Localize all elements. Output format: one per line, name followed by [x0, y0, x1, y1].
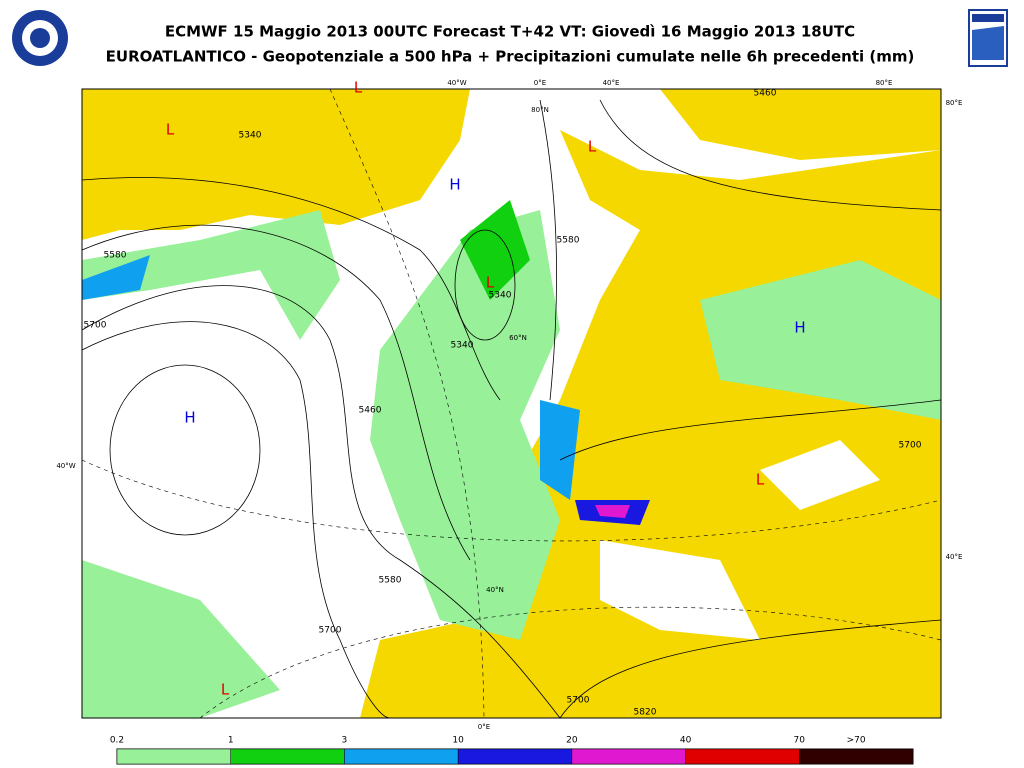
grid-label: 40°W	[56, 462, 75, 470]
pressure-center: H	[449, 176, 460, 194]
grid-label: 40°E	[946, 553, 963, 561]
legend-swatch	[685, 748, 800, 765]
contour-label: 5340	[451, 341, 474, 351]
contour-label: 5460	[359, 406, 382, 416]
legend-label: 70	[794, 736, 806, 746]
legend-label: 20	[566, 736, 578, 746]
contour-label: 5700	[567, 696, 590, 706]
legend-swatch	[230, 748, 345, 765]
legend-label: 3	[342, 736, 348, 746]
contour-label: 5580	[379, 576, 402, 586]
logo-left	[12, 10, 68, 66]
contour-label: 5580	[557, 236, 580, 246]
legend-swatch	[457, 748, 573, 765]
logo-right	[968, 9, 1008, 67]
grid-label: 80°N	[531, 106, 549, 114]
grid-label: 40°E	[603, 79, 620, 87]
contour-label: 5700	[899, 441, 922, 451]
contour-label: 5340	[489, 291, 512, 301]
title-line-1: ECMWF 15 Maggio 2013 00UTC Forecast T+42…	[165, 23, 855, 41]
title-line-2: EUROATLANTICO - Geopotenziale a 500 hPa …	[106, 48, 915, 66]
grid-label: 80°E	[876, 79, 893, 87]
legend-label: 1	[228, 736, 234, 746]
pressure-center: L	[221, 681, 230, 699]
contour-label: 5700	[319, 626, 342, 636]
legend-swatch	[571, 748, 686, 765]
legend-swatch	[116, 748, 231, 765]
pressure-center: L	[486, 274, 495, 292]
pressure-center: H	[794, 319, 805, 337]
legend-label: >70	[847, 736, 866, 746]
map-area	[81, 88, 942, 719]
grid-label: 0°E	[478, 723, 490, 731]
legend-swatch	[799, 748, 914, 765]
legend-label: 10	[452, 736, 464, 746]
contour-label: 5580	[104, 251, 127, 261]
pressure-center: H	[184, 409, 195, 427]
grid-label: 40°N	[486, 586, 504, 594]
legend-swatch	[344, 748, 459, 765]
contour-label: 5460	[754, 89, 777, 99]
contour-label: 5340	[239, 131, 262, 141]
grid-label: 80°E	[946, 99, 963, 107]
legend-label: 40	[680, 736, 692, 746]
grid-label: 60°N	[509, 334, 527, 342]
contour-label: 5700	[84, 321, 107, 331]
grid-label: 40°W	[447, 79, 466, 87]
pressure-center: L	[166, 121, 175, 139]
pressure-center: L	[756, 471, 765, 489]
grid-label: 0°E	[534, 79, 546, 87]
pressure-center: L	[588, 138, 597, 156]
pressure-center: L	[354, 79, 363, 97]
legend-label: 0.2	[110, 736, 124, 746]
contour-label: 5820	[634, 708, 657, 718]
